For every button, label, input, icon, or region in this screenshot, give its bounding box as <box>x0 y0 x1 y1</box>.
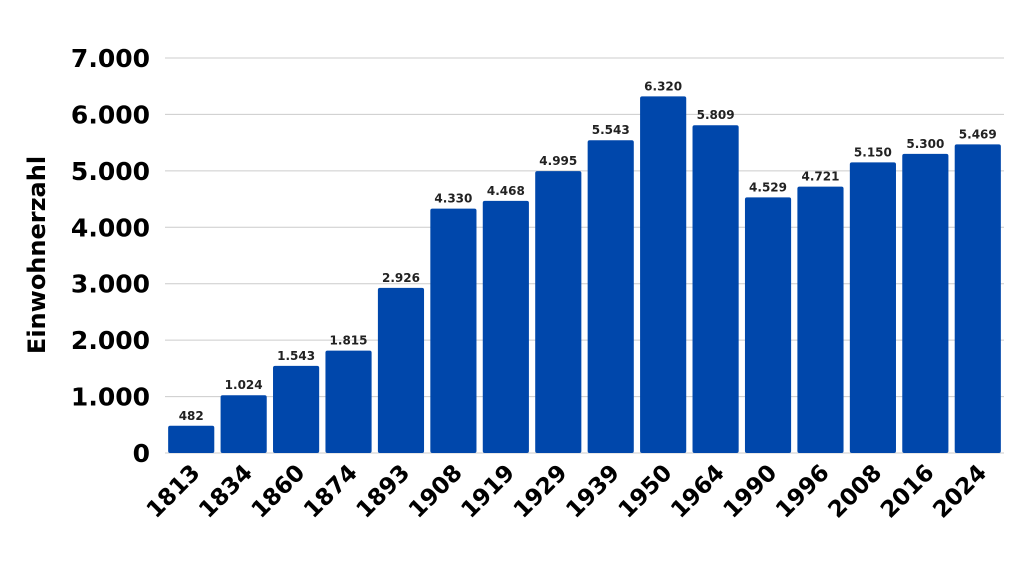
data-label-1908: 4.330 <box>434 192 472 206</box>
bar-1990 <box>744 197 792 453</box>
data-label-1996: 4.721 <box>801 170 839 184</box>
bar-1919 <box>482 200 529 453</box>
x-tick-label-1990: 1990 <box>719 460 783 524</box>
bar-1893 <box>377 287 425 453</box>
y-tick-label: 7.000 <box>71 44 150 73</box>
data-label-1813: 482 <box>179 409 204 423</box>
bar-1874 <box>325 350 372 453</box>
y-tick-label: 4.000 <box>71 213 150 242</box>
x-tick-label-1813: 1813 <box>142 460 206 524</box>
data-label-1950: 6.320 <box>644 79 682 93</box>
y-axis-ticks: 0 1.000 2.000 3.000 4.000 5.000 6.000 7.000 <box>71 44 150 468</box>
x-tick-label-1950: 1950 <box>614 460 678 524</box>
data-label-1860: 1.543 <box>277 349 315 363</box>
bar-1929 <box>535 171 582 453</box>
x-tick-label-1908: 1908 <box>404 460 468 524</box>
bar-2024 <box>954 144 1001 453</box>
bar-1908 <box>430 208 477 453</box>
data-labels: 482 1.024 1.543 1.815 2.926 4.330 4.468 4.995 5.… <box>179 79 997 422</box>
x-tick-label-1860: 1860 <box>247 460 311 524</box>
y-tick-label: 3.000 <box>71 270 150 299</box>
data-label-1990: 4.529 <box>749 180 787 194</box>
x-tick-label-1919: 1919 <box>456 460 520 524</box>
y-tick-label: 5.000 <box>71 157 150 186</box>
x-tick-label-1834: 1834 <box>194 460 258 524</box>
bar-1939 <box>587 140 634 453</box>
y-axis-title: Einwohnerzahl <box>23 156 51 354</box>
x-axis-ticks: 1813183418601874189319081919192919391950… <box>142 460 992 524</box>
x-tick-label-1964: 1964 <box>666 460 730 524</box>
x-tick-label-1893: 1893 <box>352 460 416 524</box>
x-tick-label-2024: 2024 <box>928 460 992 524</box>
data-label-1919: 4.468 <box>487 184 525 198</box>
data-label-1939: 5.543 <box>592 123 630 137</box>
bar-1964 <box>692 125 739 454</box>
gridlines <box>165 57 1004 454</box>
bars <box>168 96 1001 454</box>
data-label-1964: 5.809 <box>697 108 735 122</box>
x-tick-label-2016: 2016 <box>876 460 940 524</box>
data-label-1893: 2.926 <box>382 271 420 285</box>
x-tick-label-1929: 1929 <box>509 460 573 524</box>
y-tick-label: 2.000 <box>71 326 150 355</box>
data-label-1834: 1.024 <box>225 378 263 392</box>
y-tick-label: 6.000 <box>71 100 150 129</box>
bar-2008 <box>849 162 896 453</box>
bar-2016 <box>902 153 949 453</box>
data-label-2008: 5.150 <box>854 145 892 159</box>
x-tick-label-1996: 1996 <box>771 460 835 524</box>
x-tick-label-1874: 1874 <box>299 460 363 524</box>
bar-1996 <box>797 186 844 453</box>
y-tick-label: 0 <box>133 439 150 468</box>
data-label-1874: 1.815 <box>330 334 368 348</box>
data-label-1929: 4.995 <box>539 154 577 168</box>
bar-1834 <box>220 395 267 453</box>
x-tick-label-1939: 1939 <box>561 460 625 524</box>
data-label-2016: 5.300 <box>906 137 944 151</box>
y-tick-label: 1.000 <box>71 383 150 412</box>
bar-1813 <box>168 425 215 453</box>
bar-1950 <box>640 96 687 453</box>
data-label-2024: 5.469 <box>959 127 997 141</box>
x-tick-label-2008: 2008 <box>823 460 887 524</box>
bar-1860 <box>273 365 320 453</box>
